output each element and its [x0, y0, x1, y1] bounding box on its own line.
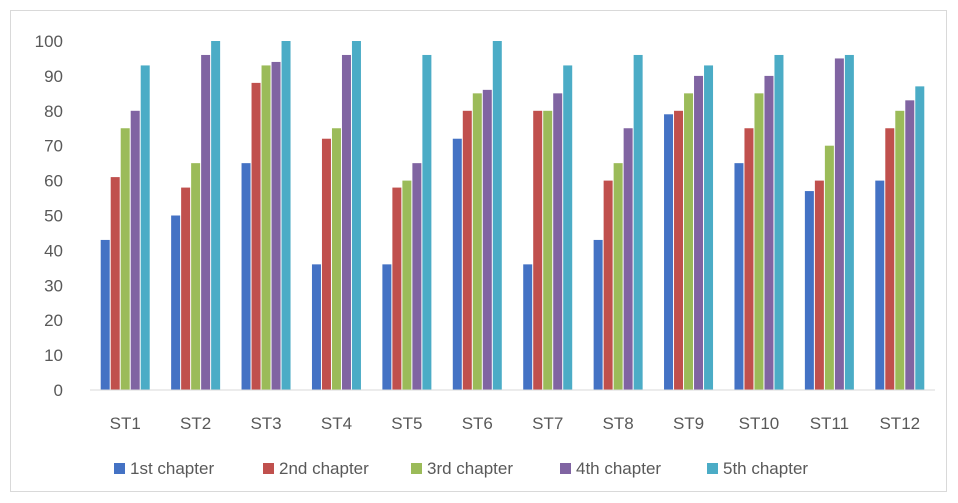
bar-st7-series-1: [523, 264, 533, 390]
legend-swatch: [411, 463, 422, 474]
bar-st10-series-2: [744, 128, 754, 390]
bar-st3-series-2: [251, 82, 261, 390]
y-tick-label: 20: [44, 311, 63, 330]
bar-st1-series-4: [130, 110, 140, 391]
bar-st6-series-2: [462, 110, 472, 391]
bar-st11-series-1: [804, 191, 814, 390]
bar-st6-series-4: [482, 89, 492, 391]
bar-st11-series-4: [834, 58, 844, 390]
bar-st8-series-2: [603, 180, 613, 390]
bar-st10-series-4: [764, 75, 774, 391]
x-tick-label: ST4: [321, 414, 352, 433]
bar-st9-series-4: [694, 75, 704, 391]
bar-st4-series-5: [351, 41, 361, 390]
legend-label: 4th chapter: [576, 459, 661, 478]
bar-st10-series-1: [734, 163, 744, 390]
legend-label: 5th chapter: [723, 459, 808, 478]
bar-st2-series-3: [191, 163, 201, 390]
bar-st11-series-2: [814, 180, 824, 390]
x-tick-label: ST7: [532, 414, 563, 433]
x-tick-label: ST5: [391, 414, 422, 433]
bar-st7-series-4: [553, 93, 563, 390]
y-tick-label: 30: [44, 276, 63, 295]
bar-st12-series-3: [895, 110, 905, 391]
bar-st6-series-3: [472, 93, 482, 390]
bar-st2-series-2: [181, 187, 191, 390]
bar-st8-series-1: [593, 239, 603, 390]
bar-st2-series-1: [171, 215, 181, 390]
y-axis-ticks: 0 10 20 30 40 50 60 70 80 90 100: [35, 32, 63, 400]
bar-st4-series-4: [341, 54, 351, 391]
legend-label: 2nd chapter: [279, 459, 369, 478]
x-tick-label: ST6: [462, 414, 493, 433]
bar-st9-series-3: [684, 93, 694, 390]
x-tick-label: ST10: [739, 414, 780, 433]
bar-st9-series-5: [704, 65, 714, 391]
bar-st1-series-1: [100, 239, 110, 390]
bar-st10-series-5: [774, 54, 784, 391]
legend: 1st chapter 2nd chapter 3rd chapter 4th cha…: [114, 459, 808, 478]
y-tick-label: 10: [44, 346, 63, 365]
y-tick-label: 80: [44, 102, 63, 121]
bar-st5-series-5: [422, 54, 432, 391]
bar-st9-series-2: [674, 110, 684, 391]
y-tick-label: 70: [44, 137, 63, 156]
legend-label: 3rd chapter: [427, 459, 513, 478]
bar-st11-series-3: [824, 145, 834, 390]
legend-swatch: [263, 463, 274, 474]
x-axis-ticks: ST1 ST2 ST3 ST4 ST5 ST6 ST7 ST8 ST9 ST10 ST11 ST12: [110, 414, 920, 433]
bar-st5-series-4: [412, 163, 422, 390]
x-tick-label: ST2: [180, 414, 211, 433]
y-tick-label: 50: [44, 207, 63, 226]
bar-st9-series-1: [664, 114, 674, 390]
bar-st7-series-2: [533, 110, 543, 391]
legend-label: 1st chapter: [130, 459, 214, 478]
bar-st12-series-5: [915, 86, 925, 391]
legend-swatch: [560, 463, 571, 474]
bar-st4-series-2: [321, 138, 331, 390]
bar-st1-series-5: [140, 65, 150, 391]
y-tick-label: 60: [44, 172, 63, 191]
bar-st11-series-5: [844, 54, 854, 391]
bar-st10-series-3: [754, 93, 764, 390]
bar-st4-series-3: [331, 128, 341, 390]
bar-st6-series-1: [452, 138, 462, 390]
bar-st8-series-5: [633, 54, 643, 391]
y-tick-label: 40: [44, 241, 63, 260]
bar-st12-series-1: [875, 180, 885, 390]
bar-st4-series-1: [311, 264, 321, 390]
bar-st12-series-2: [885, 128, 895, 390]
bar-st12-series-4: [905, 100, 915, 390]
bar-st1-series-3: [120, 128, 130, 390]
x-tick-label: ST12: [879, 414, 920, 433]
bar-st8-series-3: [613, 163, 623, 390]
x-tick-label: ST9: [673, 414, 704, 433]
bar-st1-series-2: [110, 177, 120, 390]
legend-swatch: [707, 463, 718, 474]
bar-st6-series-5: [492, 41, 502, 390]
y-tick-label: 100: [35, 32, 63, 51]
bar-st5-series-2: [392, 187, 402, 390]
bar-st3-series-3: [261, 65, 271, 391]
legend-swatch: [114, 463, 125, 474]
bar-st5-series-3: [402, 180, 412, 390]
bar-st7-series-3: [543, 110, 553, 391]
y-tick-label: 0: [54, 381, 63, 400]
bar-st7-series-5: [563, 65, 573, 391]
x-tick-label: ST11: [810, 414, 849, 433]
bar-marks: [100, 41, 925, 391]
bar-st3-series-4: [271, 61, 281, 390]
bar-st2-series-4: [201, 54, 211, 391]
x-tick-label: ST8: [603, 414, 634, 433]
bar-st2-series-5: [211, 41, 221, 390]
x-tick-label: ST3: [250, 414, 281, 433]
bar-st3-series-1: [241, 163, 251, 390]
y-tick-label: 90: [44, 67, 63, 86]
bar-st5-series-1: [382, 264, 392, 390]
bar-st8-series-4: [623, 128, 633, 390]
bar-st3-series-5: [281, 41, 291, 390]
x-tick-label: ST1: [110, 414, 141, 433]
